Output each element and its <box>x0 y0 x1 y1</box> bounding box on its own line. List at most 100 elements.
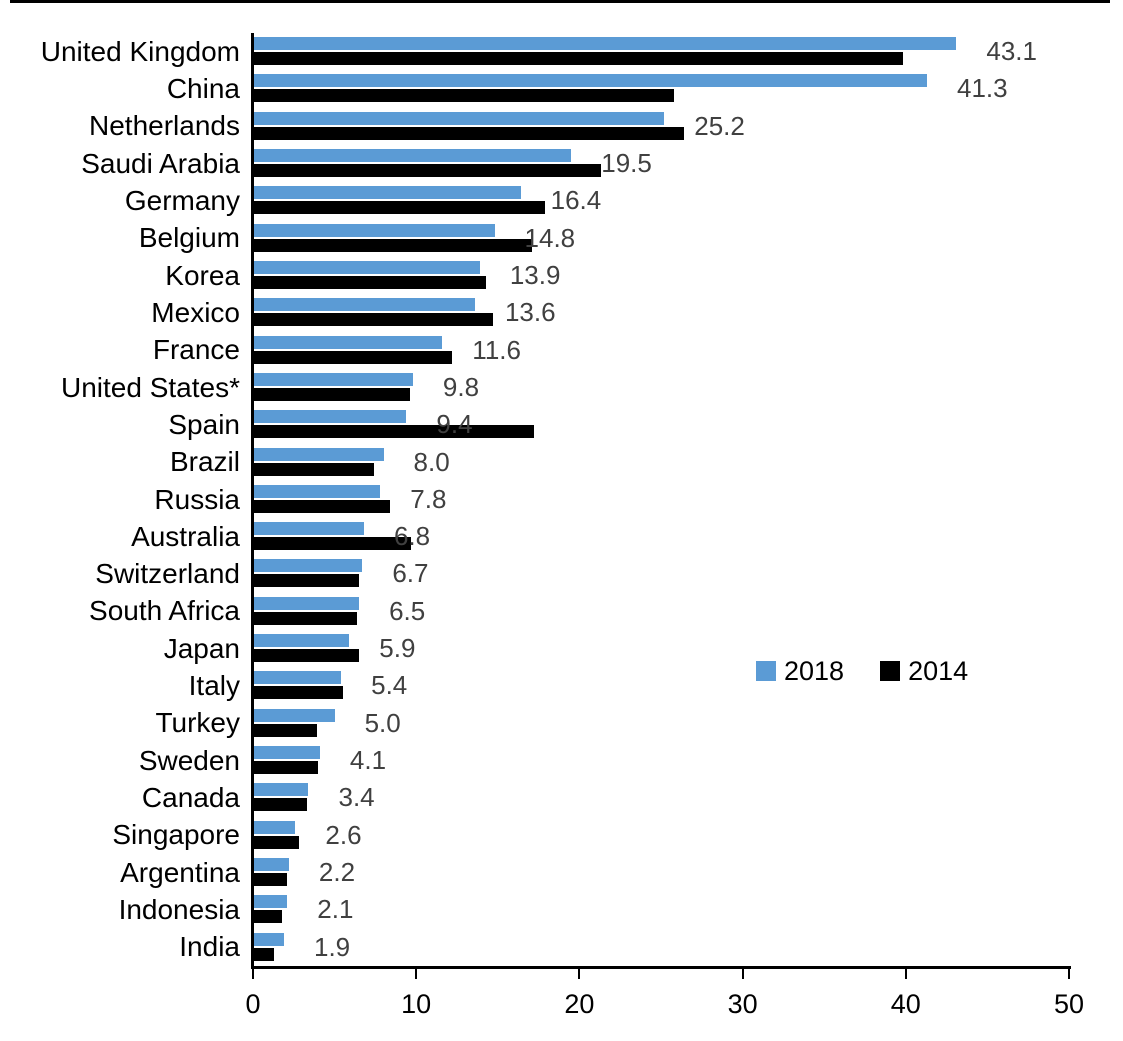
value-label: 1.9 <box>314 931 351 962</box>
value-label: 2.2 <box>318 857 356 888</box>
category-label: Singapore <box>112 819 240 851</box>
x-tick-label: 20 <box>564 989 595 1019</box>
bar-2018 <box>253 820 296 834</box>
category-label: Switzerland <box>95 558 240 590</box>
chart-row: 7.8 <box>253 481 1069 518</box>
chart-row: 25.2 <box>253 108 1069 145</box>
bar-2014 <box>253 52 903 65</box>
bar-2014 <box>253 761 319 775</box>
bar-2018 <box>253 372 413 386</box>
value-label: 9.8 <box>442 371 480 402</box>
value-label: 5.9 <box>379 633 416 664</box>
bar-2018 <box>253 410 407 424</box>
category-label: South Africa <box>89 595 240 627</box>
chart-row: 3.4 <box>253 779 1069 816</box>
bar-2014 <box>253 649 360 663</box>
value-label: 4.1 <box>349 745 387 776</box>
bar-2018 <box>253 895 288 909</box>
bar-2014 <box>253 574 360 588</box>
value-label: 16.4 <box>550 185 602 216</box>
bar-2018 <box>253 74 928 88</box>
chart-row: 43.1 <box>253 33 1069 70</box>
bar-2014 <box>253 686 343 700</box>
x-tick-label: 30 <box>727 989 758 1019</box>
bar-2018 <box>253 484 381 498</box>
chart-row: 41.3 <box>253 70 1069 107</box>
category-label: Spain <box>168 408 240 440</box>
value-label: 25.2 <box>694 110 745 141</box>
bar-2018 <box>253 37 957 50</box>
category-label: Italy <box>188 670 240 702</box>
bar-2018 <box>253 708 335 722</box>
category-label: Netherlands <box>89 110 240 142</box>
bar-2014 <box>253 201 546 215</box>
category-label: Japan <box>163 632 240 664</box>
bar-2018 <box>253 186 521 200</box>
legend-swatch-2014 <box>880 661 901 681</box>
x-tick-label: 40 <box>890 989 921 1019</box>
x-axis-line <box>251 966 1071 969</box>
legend-label-2018: 2018 <box>784 655 845 686</box>
bar-2018 <box>253 746 320 760</box>
bar-2014 <box>253 387 410 401</box>
legend: 2018 2014 <box>756 655 969 686</box>
legend-label-2014: 2014 <box>908 655 969 686</box>
bar-2018 <box>253 260 480 274</box>
bar-2018 <box>253 634 350 648</box>
plot-area: 43.1 41.3 25.2 19.5 16.4 14.8 13.9 13.6 11.6 9.8 9… <box>245 33 1084 1019</box>
category-label: Indonesia <box>118 894 240 926</box>
bar-2014 <box>253 798 307 812</box>
chart-row: 9.8 <box>253 369 1069 406</box>
bar-2014 <box>253 462 374 476</box>
chart-row: 2.1 <box>253 891 1069 928</box>
y-axis-line <box>251 33 254 968</box>
chart-row: 8.0 <box>253 444 1069 481</box>
chart-row: 6.7 <box>253 555 1069 592</box>
category-label: Russia <box>154 483 240 515</box>
x-tick-mark <box>1068 969 1070 979</box>
category-label: Belgium <box>138 222 240 254</box>
chart-row: 13.9 <box>253 257 1069 294</box>
value-label: 11.6 <box>472 334 521 365</box>
value-label: 9.4 <box>436 409 473 440</box>
value-label: 6.7 <box>392 558 429 589</box>
x-tick-label: 50 <box>1053 989 1085 1019</box>
value-label: 2.6 <box>325 819 362 850</box>
bar-2018 <box>253 783 309 797</box>
bar-2014 <box>253 89 675 103</box>
x-tick-mark <box>578 969 581 979</box>
value-label: 6.8 <box>393 521 431 552</box>
value-label: 6.5 <box>389 595 426 626</box>
value-label: 5.4 <box>371 670 408 701</box>
category-label: Sweden <box>138 744 240 776</box>
value-label: 3.4 <box>338 782 375 813</box>
bar-2014 <box>253 350 453 364</box>
category-label: France <box>152 334 240 366</box>
bar-2018 <box>253 671 342 685</box>
category-label: Saudi Arabia <box>81 147 240 179</box>
x-tick-mark <box>904 969 907 979</box>
value-label: 43.1 <box>986 36 1037 66</box>
chart-row: 1.9 <box>253 929 1069 966</box>
bar-2014 <box>253 126 684 140</box>
bar-2014 <box>253 238 533 252</box>
x-tick-label: 0 <box>245 989 261 1019</box>
bar-2014 <box>253 425 534 439</box>
category-label: Brazil <box>169 446 240 478</box>
bar-2018 <box>253 932 284 946</box>
category-label: United Kingdom <box>40 35 240 67</box>
bar-2014 <box>253 499 391 513</box>
bar-2018 <box>253 858 289 872</box>
bar-2018 <box>253 148 572 162</box>
chart-row: 6.8 <box>253 518 1069 555</box>
chart-row: 5.9 <box>253 630 1069 667</box>
bar-2014 <box>253 313 493 327</box>
bar-2018 <box>253 111 665 125</box>
category-label: Turkey <box>155 707 240 739</box>
category-label: Australia <box>131 520 240 552</box>
bar-2018 <box>253 522 364 536</box>
category-label: Canada <box>141 782 240 814</box>
bar-2018 <box>253 596 360 610</box>
bar-2018 <box>253 447 384 461</box>
